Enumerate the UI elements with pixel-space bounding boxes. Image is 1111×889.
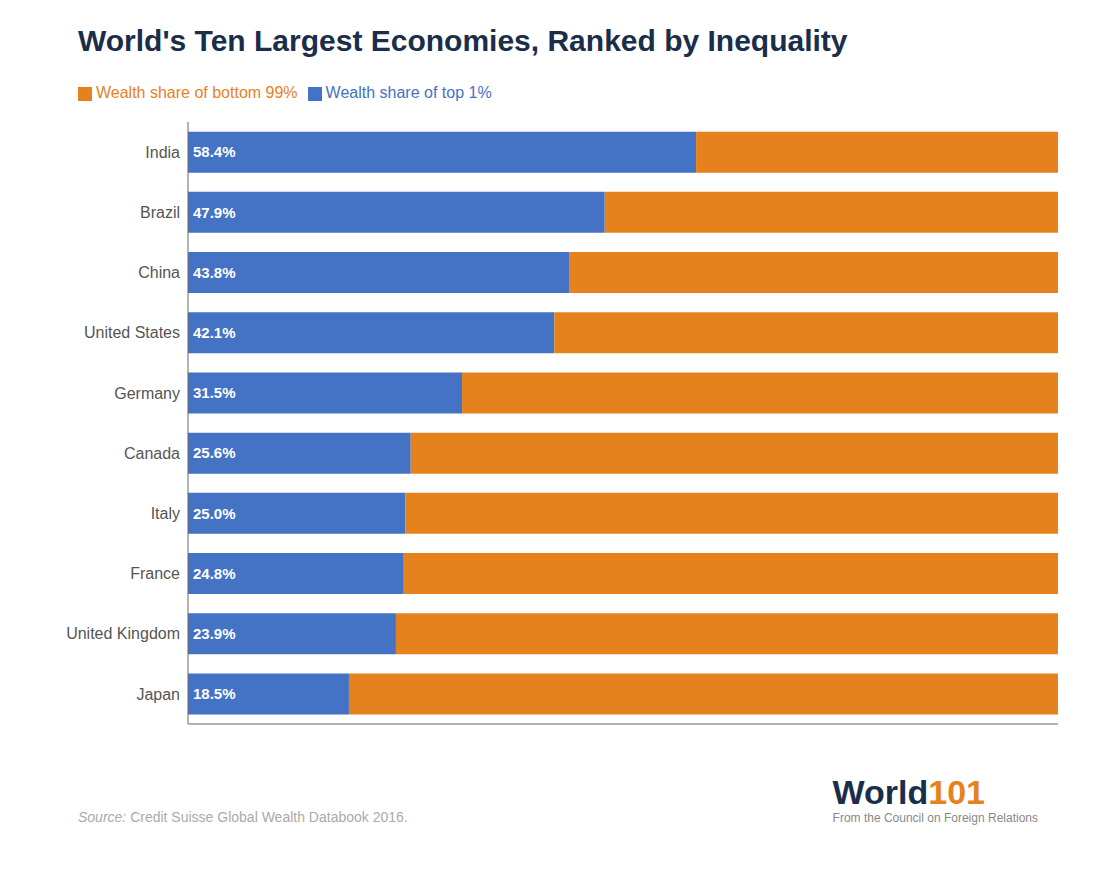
svg-text:25.6%: 25.6% <box>193 444 236 461</box>
svg-text:Germany: Germany <box>114 385 180 402</box>
html-text:Source: Credit Suisse Global W: Source: Credit Suisse Global Wealth Data… <box>78 809 408 826</box>
svg-text:18.5%: 18.5% <box>193 685 236 702</box>
html-text:Wealth share of top 1%: Wealth share of top 1% <box>325 84 492 101</box>
svg-text:42.1%: 42.1% <box>193 324 236 341</box>
svg-text:25.0%: 25.0% <box>193 505 236 522</box>
svg-text:Canada: Canada <box>124 445 180 462</box>
svg-text:United States: United States <box>84 324 180 341</box>
svg-text:United Kingdom: United Kingdom <box>66 625 180 642</box>
html-text:World 101: World 101 <box>832 773 985 811</box>
svg-text:24.8%: 24.8% <box>193 565 236 582</box>
html-text:Wealth share of bottom 99%: Wealth share of bottom 99% <box>96 84 298 101</box>
svg-text:23.9%: 23.9% <box>193 625 236 642</box>
svg-text:Brazil: Brazil <box>140 204 180 221</box>
html-text:World's Ten Largest Economies,: World's Ten Largest Economies, Ranked by… <box>78 24 848 57</box>
svg-text:France: France <box>130 565 180 582</box>
svg-text:China: China <box>138 264 180 281</box>
svg-text:58.4%: 58.4% <box>193 143 236 160</box>
svg-text:India: India <box>145 144 180 161</box>
svg-text:Italy: Italy <box>151 505 180 522</box>
svg-text:Japan: Japan <box>136 686 180 703</box>
html-text:From the Council on Foreign Re: From the Council on Foreign Relations <box>832 811 1038 826</box>
svg-text:43.8%: 43.8% <box>193 264 236 281</box>
svg-text:31.5%: 31.5% <box>193 384 236 401</box>
svg-text:47.9%: 47.9% <box>193 204 236 221</box>
